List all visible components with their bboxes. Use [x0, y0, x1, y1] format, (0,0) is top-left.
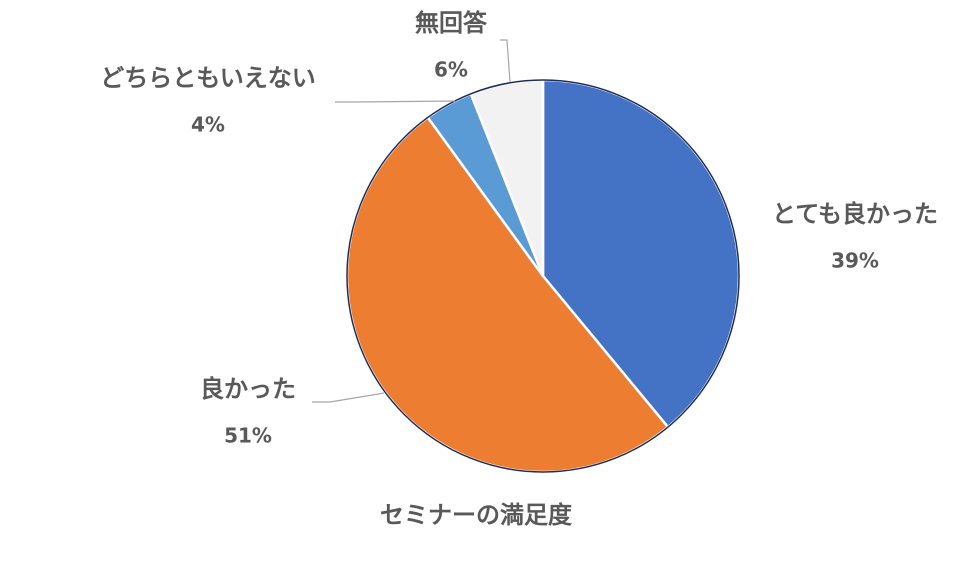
- value-label: 4%: [191, 113, 225, 137]
- category-label: とても良かった: [772, 200, 938, 228]
- pie-outline: [346, 79, 740, 473]
- value-label: 51%: [224, 424, 272, 448]
- category-label: 良かった: [200, 375, 296, 403]
- value-label: 39%: [831, 249, 879, 273]
- value-label: 6%: [434, 58, 468, 82]
- category-label: どちらともいえない: [100, 64, 316, 92]
- leader-line: [500, 39, 511, 83]
- category-label: 無回答: [415, 9, 488, 37]
- chart-title: セミナーの満足度: [380, 501, 573, 529]
- leader-line: [335, 100, 456, 103]
- leader-line: [312, 392, 385, 403]
